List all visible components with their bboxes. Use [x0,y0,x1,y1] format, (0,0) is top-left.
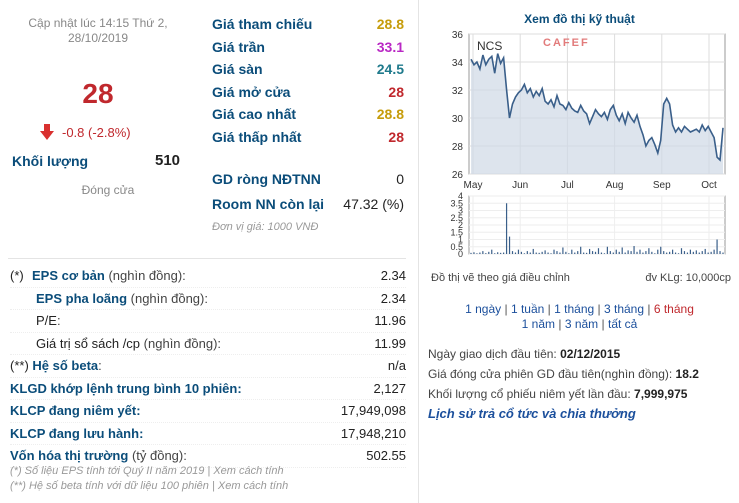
ref-row-reference: Giá tham chiếu 28.8 [212,16,404,33]
listing-info: Ngày giao dịch đầu tiên: 02/12/2015 Giá … [428,344,699,404]
ref-row-high: Giá cao nhất 28.8 [212,106,404,123]
volume-tick-label: 2 [458,220,463,230]
update-time: Cập nhật lúc 14:15 Thứ 2, 28/10/2019 [10,16,186,46]
x-tick-label: Jun [512,180,528,191]
fin-row-beta: (**) Hệ số beta: n/a [10,355,406,378]
price-change: -0.8 (-2.8%) [40,124,131,140]
price-tick-label: 28 [452,142,464,153]
foreign-net-row: GD ròng NĐTNN 0 [212,170,404,187]
footnote-eps: (*) Số liệu EPS tính tới Quý II năm 2019… [10,465,284,477]
technical-chart-panel: Xem đồ thị kỹ thuật 36 34 32 30 28 26 4 3.5 3 2.… [418,0,739,503]
x-tick-label: May [464,180,483,191]
first-listed-volume: Khối lượng cổ phiếu niêm yết lần đầu: 7,… [428,387,688,401]
chart-symbol: NCS [477,39,502,53]
fin-row-eps: (*) EPS cơ bản (nghìn đồng): 2.34 [10,265,406,288]
volume-unit-note: đv KLg: 10,000cp [645,272,731,284]
volume-tick-label: 1 [458,235,463,245]
price-tick-label: 26 [452,170,464,181]
price-tick-label: 36 [452,30,464,41]
footnotes: (*) Số liệu EPS tính tới Quý II năm 2019… [10,464,288,494]
ref-row-ceiling: Giá trần 33.1 [212,38,404,55]
foreign-room-row: Room NN còn lại 47.32 (%) [212,195,404,212]
price-series [470,53,724,174]
update-time-line1: Cập nhật lúc 14:15 Thứ 2, [28,16,168,30]
fin-row-listed-shares: KLCP đang niêm yết: 17,949,098 [10,400,406,423]
first-trade-date: Ngày giao dịch đầu tiên: 02/12/2015 [428,347,621,361]
period-all[interactable]: tất cả [607,317,638,331]
price-change-value: -0.8 (-2.8%) [62,124,131,140]
period-1-month[interactable]: 1 tháng [554,302,595,316]
unit-note: Đơn vị giá: 1000 VNĐ [212,221,319,233]
foreign-investor-info: GD ròng NĐTNN 0 Room NN còn lại 47.32 (%) [212,166,404,216]
price-tick-label: 30 [452,114,464,125]
ref-row-floor: Giá sàn 24.5 [212,61,404,78]
volume-tick-label: 4 [458,191,463,201]
period-selector: 1 ngày | 1 tuần | 1 tháng | 3 tháng | 6 … [419,302,739,332]
stock-summary-panel: Cập nhật lúc 14:15 Thứ 2, 28/10/2019 28 … [8,13,406,494]
volume-tick-label: 0 [458,249,463,259]
volume-tick-label: 0.5 [450,242,463,252]
first-close-price: Giá đóng cửa phiên GD đầu tiên(nghìn đồn… [428,367,699,381]
volume-tick-label: 3.5 [450,198,463,208]
volume-value: 510 [155,152,181,169]
fin-row-book-value: Giá trị sổ sách /cp (nghìn đồng): 11.99 [10,333,406,355]
period-1-week[interactable]: 1 tuần [510,302,545,316]
volume-tick-label: 2.5 [450,213,463,223]
cafef-watermark: CAFEF [543,37,590,49]
period-line-2: 1 năm | 3 năm | tất cả [521,317,638,331]
chart-title-link[interactable]: Xem đồ thị kỹ thuật [524,12,635,26]
x-tick-label: Sep [653,180,671,191]
x-axis-ticks: May Jun Jul Aug Sep Oct [464,180,717,191]
fin-row-avg-volume: KLGD khớp lệnh trung bình 10 phiên: 2,12… [10,378,406,400]
adjusted-price-note: Đồ thị vẽ theo giá điều chỉnh [431,272,570,284]
ref-row-open: Giá mở cửa 28 [212,83,404,100]
period-3-years[interactable]: 3 năm [564,317,599,331]
period-6-months[interactable]: 6 tháng [653,302,694,316]
volume-tick-label: 1.5 [450,227,463,237]
period-line-1: 1 ngày | 1 tuần | 1 tháng | 3 tháng | 6 … [465,302,694,316]
period-1-year[interactable]: 1 năm [521,317,555,331]
ref-row-low: Giá thấp nhất 28 [212,128,404,145]
dividend-history-link[interactable]: Lịch sử trả cổ tức và chia thưởng [428,406,636,421]
period-1-day[interactable]: 1 ngày [465,302,502,316]
financial-table: (*) EPS cơ bản (nghìn đồng): 2.34 EPS pha… [10,265,406,468]
fin-row-market-cap: Vốn hóa thị trường (tỷ đồng): 502.55 [10,445,406,468]
price-tick-label: 32 [452,86,464,97]
volume-grid: 43.532.521.510.50 [450,191,726,259]
volume-label: Khối lượng [12,153,89,169]
update-time-line2: 28/10/2019 [67,31,129,45]
arrow-down-icon [40,124,54,140]
x-tick-label: Jul [561,180,574,191]
fin-row-outstanding-shares: KLCP đang lưu hành: 17,948,210 [10,423,406,445]
x-tick-label: Aug [606,180,624,191]
period-3-months[interactable]: 3 tháng [603,302,645,316]
current-price: 28 [82,78,114,109]
fin-row-pe: P/E: 11.96 [10,310,406,333]
fin-row-eps-diluted: EPS pha loãng (nghìn đồng): 2.34 [10,288,406,310]
divider [8,258,406,259]
volume-tick-label: 3 [458,206,463,216]
x-tick-label: Oct [701,180,717,191]
volume-series [470,203,724,254]
reference-prices: Giá tham chiếu 28.8 Giá trần 33.1 Giá sàn 2… [212,13,404,148]
price-tick-label: 34 [452,58,464,69]
close-status: Đóng cửa [81,183,135,197]
price-line [470,53,724,162]
footnote-beta: (**) Hệ số beta tính với dữ liệu 100 phi… [10,480,289,492]
